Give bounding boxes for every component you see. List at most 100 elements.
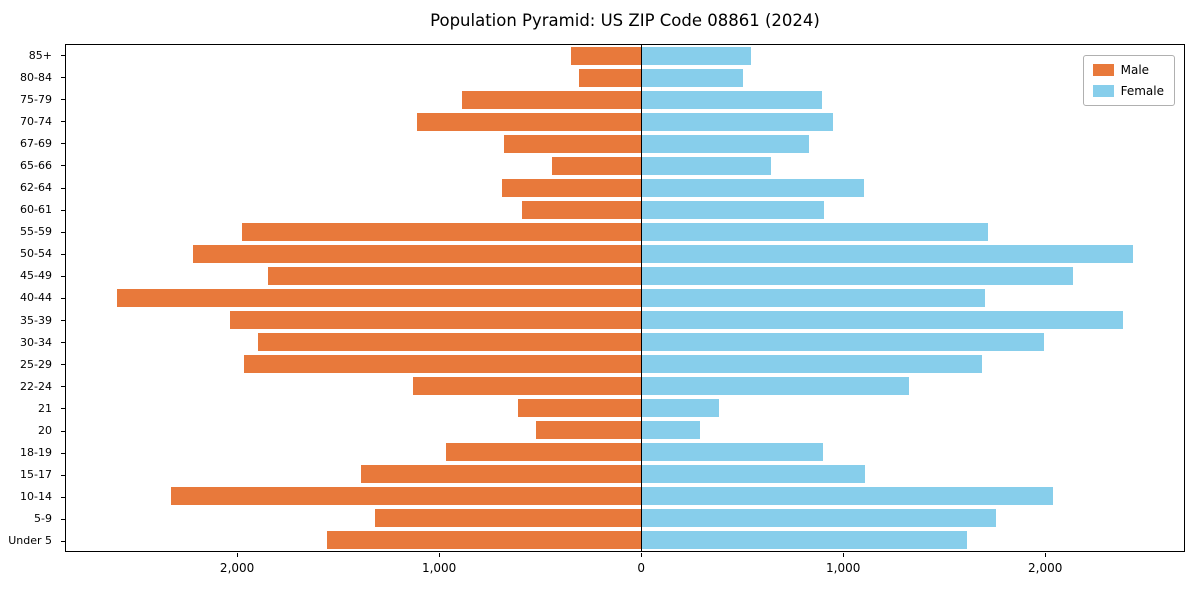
bar-female-50-54 xyxy=(641,245,1134,263)
plot-area: Male Female xyxy=(65,44,1185,552)
y-tick-mark xyxy=(61,386,65,388)
bar-male-40-44 xyxy=(116,289,642,307)
bar-male-5-9 xyxy=(374,509,642,527)
x-tick-mark xyxy=(641,553,643,557)
y-tick-label-22-24: 22-24 xyxy=(20,379,52,393)
bar-female-21 xyxy=(641,399,719,417)
y-tick-mark xyxy=(61,231,65,233)
y-tick-label-60-61: 60-61 xyxy=(20,203,52,217)
bar-female-67-69 xyxy=(641,135,809,153)
y-tick-label-67-69: 67-69 xyxy=(20,136,52,150)
bar-male-21 xyxy=(518,399,642,417)
bar-female-30-34 xyxy=(641,333,1045,351)
y-tick-label-20: 20 xyxy=(38,424,52,437)
y-tick-label-80-84: 80-84 xyxy=(20,70,52,84)
chart-title: Population Pyramid: US ZIP Code 08861 (2… xyxy=(430,11,820,30)
y-tick-mark xyxy=(61,430,65,432)
bar-male-20 xyxy=(536,421,642,439)
bar-female-65-66 xyxy=(641,157,772,175)
y-tick-mark xyxy=(61,165,65,167)
legend-entry-female: Female xyxy=(1092,84,1164,98)
bar-female-62-64 xyxy=(641,179,864,197)
x-tick-label-1000: 1,000 xyxy=(825,561,861,575)
bar-male-85+ xyxy=(570,47,642,65)
x-tick-label-1000: 1,000 xyxy=(421,561,457,575)
bar-female-10-14 xyxy=(641,487,1053,505)
y-tick-label-10-14: 10-14 xyxy=(20,490,52,504)
y-axis-labels: 85+ 80-84 75-79 70-74 67-69 65-66 62-64 60-61 55… xyxy=(0,44,65,552)
y-tick-label-45-49: 45-49 xyxy=(20,269,52,283)
y-tick-mark xyxy=(61,320,65,322)
bar-female-45-49 xyxy=(641,267,1073,285)
x-tick-mark xyxy=(1045,553,1047,557)
bar-female-75-79 xyxy=(641,91,822,109)
bar-male-25-29 xyxy=(243,355,642,373)
bar-female-80-84 xyxy=(641,69,743,87)
y-tick-label-85+: 85+ xyxy=(28,48,52,62)
bar-female-15-17 xyxy=(641,465,865,483)
bar-female-25-29 xyxy=(641,355,982,373)
y-tick-label-under-5: Under 5 xyxy=(8,534,52,548)
y-tick-label-55-59: 55-59 xyxy=(20,225,52,239)
male-color-swatch xyxy=(1092,64,1114,76)
y-tick-label-35-39: 35-39 xyxy=(20,313,52,327)
bar-female-22-24 xyxy=(641,377,910,395)
bar-male-70-74 xyxy=(417,113,642,131)
bar-female-40-44 xyxy=(641,289,985,307)
y-tick-label-70-74: 70-74 xyxy=(20,114,52,128)
legend: Male Female xyxy=(1082,55,1175,106)
bar-male-62-64 xyxy=(501,179,642,197)
bar-male-35-39 xyxy=(229,311,642,329)
y-tick-mark xyxy=(61,253,65,255)
zero-axis-line xyxy=(641,45,643,551)
y-tick-mark xyxy=(61,143,65,145)
y-tick-label-65-66: 65-66 xyxy=(20,158,52,172)
x-tick-mark xyxy=(237,553,239,557)
x-tick-label-0: 0 xyxy=(637,561,645,575)
bar-female-60-61 xyxy=(641,201,824,219)
bar-male-under-5 xyxy=(326,531,642,549)
bar-female-18-19 xyxy=(641,443,823,461)
bar-male-55-59 xyxy=(241,223,642,241)
female-color-swatch xyxy=(1092,85,1114,97)
y-tick-mark xyxy=(61,342,65,344)
y-tick-label-18-19: 18-19 xyxy=(20,446,52,460)
y-tick-label-75-79: 75-79 xyxy=(20,92,52,106)
y-tick-mark xyxy=(61,452,65,454)
bar-male-67-69 xyxy=(504,135,642,153)
bar-female-55-59 xyxy=(641,223,988,241)
x-axis: 2,000 1,000 0 1,000 2,000 xyxy=(65,552,1185,582)
bar-male-10-14 xyxy=(171,487,642,505)
y-tick-mark xyxy=(61,540,65,542)
y-tick-mark xyxy=(61,298,65,299)
y-tick-mark xyxy=(61,55,65,57)
x-tick-mark xyxy=(439,553,441,557)
y-tick-mark xyxy=(61,77,65,79)
bar-male-75-79 xyxy=(461,91,642,109)
y-tick-mark xyxy=(61,187,65,189)
y-tick-label-21: 21 xyxy=(38,401,52,415)
bar-female-5-9 xyxy=(641,509,997,527)
y-tick-mark xyxy=(61,209,65,211)
bar-male-80-84 xyxy=(578,69,642,87)
y-tick-label-15-17: 15-17 xyxy=(20,468,52,482)
bar-male-50-54 xyxy=(193,245,642,263)
bar-male-18-19 xyxy=(445,443,642,461)
bar-male-60-61 xyxy=(522,201,642,219)
bar-female-under-5 xyxy=(641,531,967,549)
bar-female-85+ xyxy=(641,47,752,65)
bar-male-30-34 xyxy=(257,333,642,351)
y-tick-label-62-64: 62-64 xyxy=(20,181,52,195)
y-tick-mark xyxy=(61,364,65,366)
bar-male-65-66 xyxy=(552,157,642,175)
legend-label-female: Female xyxy=(1120,84,1164,98)
legend-label-male: Male xyxy=(1120,63,1150,77)
y-tick-label-40-44: 40-44 xyxy=(20,291,52,305)
y-tick-mark xyxy=(61,408,65,410)
x-tick-label-2000: 2,000 xyxy=(219,561,255,575)
bar-male-22-24 xyxy=(413,377,642,395)
y-tick-label-30-34: 30-34 xyxy=(20,335,52,349)
y-tick-mark xyxy=(61,99,65,101)
y-tick-mark xyxy=(61,518,65,520)
